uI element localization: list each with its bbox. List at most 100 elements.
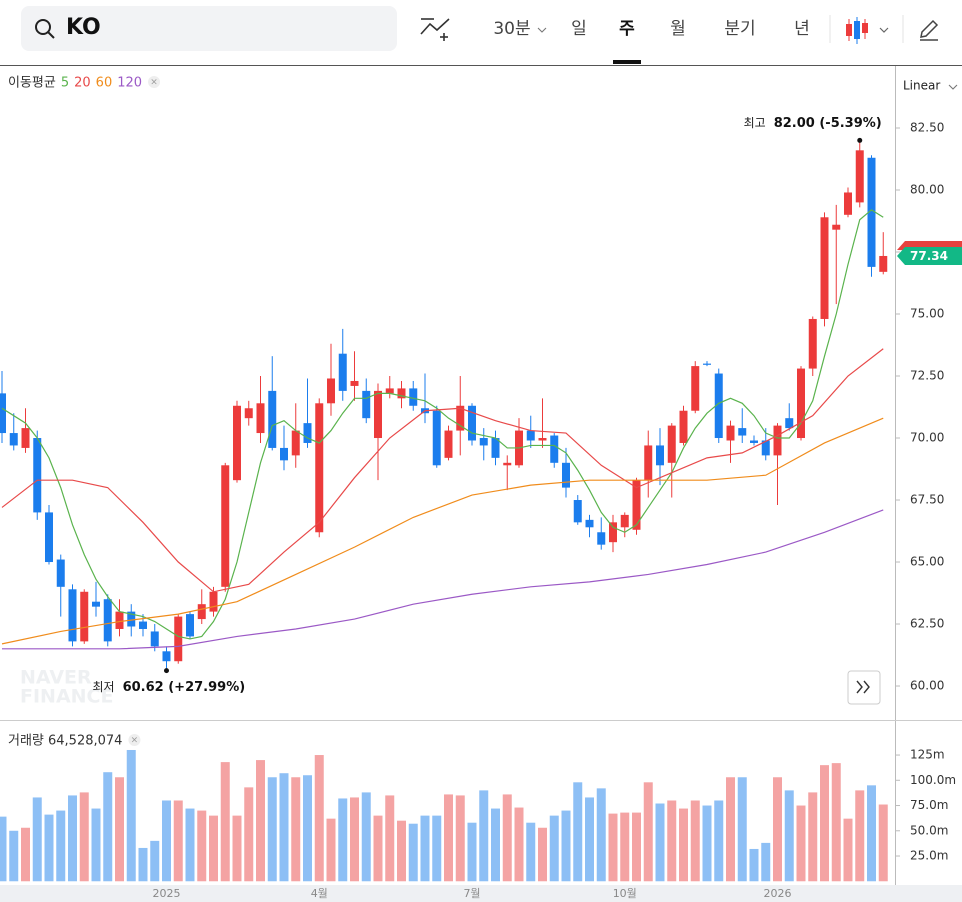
legend-close[interactable]	[128, 734, 141, 746]
volume-bar	[56, 810, 66, 882]
volume-bar	[737, 777, 747, 882]
candle-body	[656, 445, 664, 466]
candle-body	[327, 378, 335, 404]
candle-body	[738, 428, 747, 436]
volume-bar	[702, 805, 712, 882]
x-tick-label: 2025	[153, 887, 181, 900]
chart-type-button[interactable]	[846, 17, 889, 44]
search-icon	[35, 19, 55, 39]
y-tick-label: 65.00	[910, 555, 944, 569]
volume-bar	[667, 800, 677, 882]
volume-bar	[831, 763, 841, 882]
y-tick-label: 80.00	[910, 183, 944, 197]
candle-body	[867, 157, 876, 267]
volume-bar	[514, 807, 524, 882]
volume-bar	[408, 823, 418, 882]
volume-bar	[209, 815, 218, 882]
volume-bar	[878, 804, 888, 882]
candle-body	[162, 651, 171, 662]
candle-body	[620, 514, 629, 528]
volume-title: 거래량 64,528,074	[8, 734, 122, 749]
x-tick-label: 10월	[613, 887, 637, 900]
volume-bar	[9, 830, 19, 882]
draw-button[interactable]	[920, 19, 939, 41]
volume-bar	[761, 842, 771, 882]
candle-body	[832, 224, 841, 230]
candle-body	[468, 405, 476, 441]
volume-bar	[162, 800, 171, 882]
volume-bar	[267, 777, 277, 882]
candle-body	[68, 589, 77, 642]
volume-bar	[126, 749, 136, 882]
candle-body	[291, 430, 300, 456]
volume-bar	[0, 816, 7, 882]
candle-body	[103, 599, 112, 642]
period-tab[interactable]: 일	[571, 19, 587, 39]
candle-body	[538, 438, 547, 441]
y-tick-label: 25.0m	[910, 849, 948, 863]
extreme-label: 최고	[744, 116, 766, 130]
candle-body	[573, 500, 582, 523]
volume-bar	[303, 775, 312, 882]
candle-body	[150, 631, 159, 647]
period-tab[interactable]: 월	[670, 19, 686, 39]
last-price-tag	[897, 246, 962, 265]
scale-mode[interactable]: Linear	[903, 79, 940, 93]
candle-body	[186, 614, 194, 637]
candle-body	[714, 373, 723, 439]
y-tick-label: 75.00	[910, 307, 944, 321]
period-tab[interactable]: 분기	[724, 19, 755, 39]
volume-bar	[479, 790, 489, 882]
scroll-latest-button[interactable]	[847, 670, 881, 705]
y-tick-label: 62.50	[910, 617, 944, 631]
volume-bar	[279, 773, 289, 882]
volume-bar	[620, 812, 630, 882]
period-tabs: 30분 일 주 월 분기 년	[493, 19, 810, 64]
moving-average-line	[1, 417, 884, 645]
candle-body	[350, 380, 359, 386]
candle-body	[197, 604, 206, 620]
extreme-dot	[857, 137, 863, 143]
watermark: NAVER	[20, 667, 92, 689]
volume-bar	[173, 800, 183, 882]
candle-body	[256, 403, 265, 434]
candle-body	[0, 393, 6, 434]
search-box[interactable]	[21, 6, 397, 51]
volume-bar	[444, 794, 453, 882]
period-tab[interactable]: 년	[794, 19, 810, 39]
candle-body	[726, 425, 735, 441]
legend-close[interactable]	[148, 76, 161, 88]
indicator-button[interactable]	[420, 18, 450, 41]
search-text: KO	[66, 15, 101, 40]
y-tick-label: 67.50	[910, 493, 944, 507]
candle-body	[679, 410, 688, 443]
period-tab[interactable]: 30분	[493, 19, 530, 39]
volume-bar	[361, 792, 371, 882]
candle-body	[667, 425, 676, 463]
extreme-label: 최저	[93, 680, 115, 694]
moving-average-line	[1, 209, 884, 640]
volume-bar	[585, 797, 594, 882]
volume-bar	[773, 777, 782, 882]
volume-bar	[91, 808, 101, 882]
candle-body	[374, 390, 382, 439]
candle-body	[115, 611, 124, 629]
moving-average-line	[1, 348, 884, 593]
volume-bar	[632, 812, 641, 882]
period-tab[interactable]: 주	[619, 19, 635, 39]
scale-chevron	[948, 84, 958, 90]
candle-body	[92, 601, 100, 607]
candle-body	[21, 428, 30, 448]
volume-bar	[526, 822, 536, 882]
price-plot	[0, 140, 888, 671]
volume-plot	[0, 749, 888, 882]
candle-body	[268, 390, 277, 448]
candle-body	[221, 465, 230, 587]
volume-bar	[643, 782, 653, 882]
tab-chevron	[537, 27, 547, 33]
candle-body	[56, 559, 65, 587]
candle-body	[797, 368, 805, 439]
volume-bar	[103, 772, 113, 882]
